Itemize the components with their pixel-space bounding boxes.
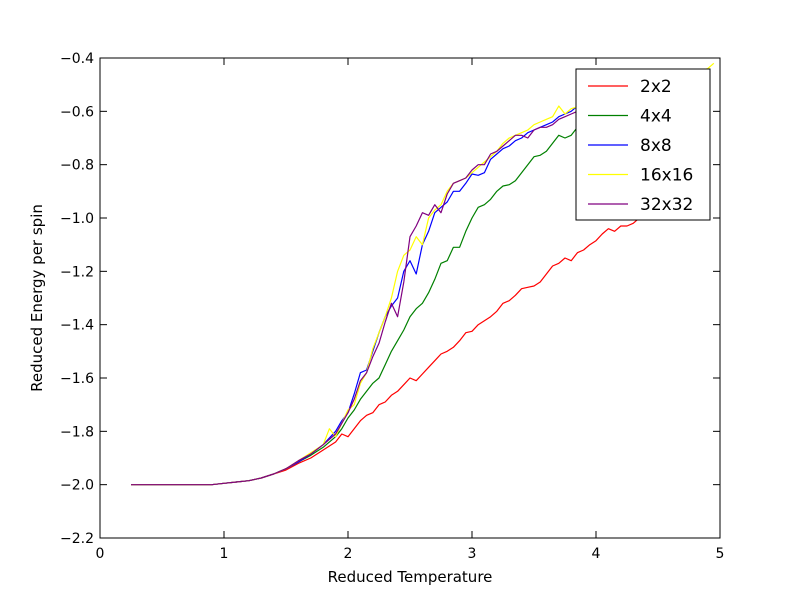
y-tick-label: −1.6 [60, 371, 94, 387]
legend-label-4x4: 4x4 [640, 107, 672, 127]
y-tick-label: −2.0 [60, 478, 94, 494]
y-axis-label: Reduced Energy per spin [28, 204, 46, 392]
y-tick-label: −1.2 [60, 264, 94, 280]
x-tick-label: 4 [592, 546, 601, 562]
legend-label-8x8: 8x8 [640, 136, 672, 156]
x-tick-label: 2 [344, 546, 353, 562]
series-line-2x2 [131, 217, 640, 486]
y-tick-label: −1.4 [60, 318, 94, 334]
x-axis: 0 1 2 3 4 5 [96, 58, 725, 562]
x-axis-label: Reduced Temperature [328, 568, 493, 586]
series-layer [131, 62, 715, 486]
legend-label-16x16: 16x16 [640, 166, 693, 186]
legend-label-2x2: 2x2 [640, 77, 672, 97]
series-line-32x32 [131, 110, 578, 486]
y-axis: −2.2 −2.0 −1.8 −1.6 −1.4 −1.2 −1.0 −0.8 −0.6 −0.4 [60, 51, 720, 547]
x-tick-label: 1 [220, 546, 229, 562]
plot-frame [99, 57, 721, 539]
legend-label-32x32: 32x32 [640, 195, 693, 215]
x-tick-label: 5 [716, 546, 725, 562]
y-tick-label: −2.2 [60, 531, 94, 547]
y-tick-label: −1.8 [60, 424, 94, 440]
y-tick-label: −0.4 [60, 51, 94, 67]
y-tick-label: −1.0 [60, 211, 94, 227]
x-tick-label: 0 [96, 546, 105, 562]
x-tick-label: 3 [468, 546, 477, 562]
legend: 2x2 4x4 8x8 16x16 32x32 [575, 68, 711, 221]
y-tick-label: −0.6 [60, 104, 94, 120]
y-tick-label: −0.8 [60, 158, 94, 174]
